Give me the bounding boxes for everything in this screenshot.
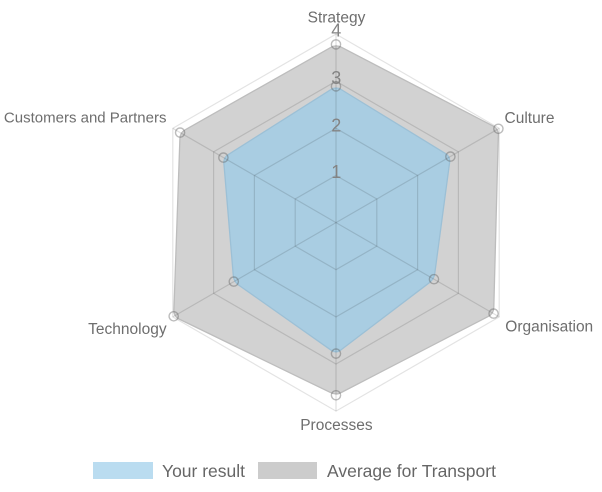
svg-text:Technology: Technology — [88, 321, 167, 338]
svg-text:Organisation: Organisation — [505, 319, 593, 336]
svg-text:Your result: Your result — [162, 461, 245, 481]
svg-text:Culture: Culture — [505, 110, 555, 127]
svg-text:Strategy: Strategy — [308, 10, 366, 27]
svg-text:2: 2 — [331, 116, 341, 136]
svg-text:3: 3 — [331, 68, 341, 88]
svg-text:Average for Transport: Average for Transport — [327, 461, 496, 481]
svg-text:Processes: Processes — [300, 417, 373, 434]
svg-text:4: 4 — [331, 21, 341, 41]
svg-text:Customers and Partners: Customers and Partners — [4, 110, 167, 127]
svg-text:1: 1 — [331, 162, 341, 182]
